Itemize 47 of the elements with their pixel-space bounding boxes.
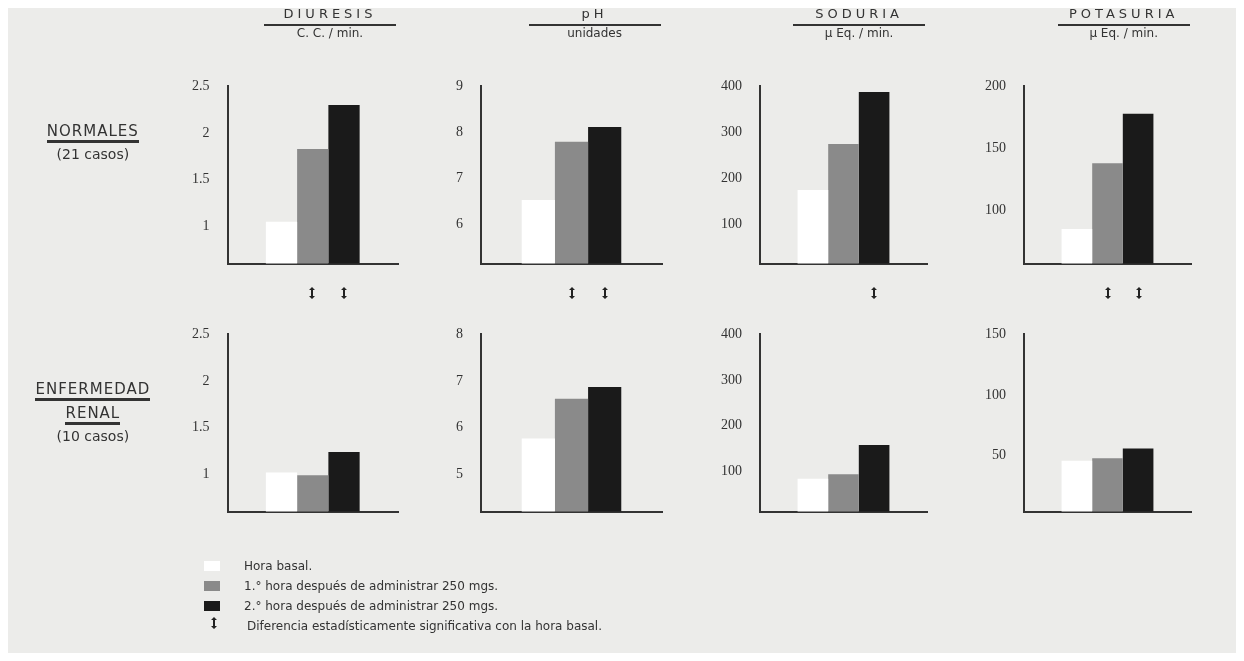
- y-tick-label: 6: [456, 216, 464, 232]
- y-tick-label: 9: [456, 78, 464, 94]
- chart-subtitle: µ Eq. / min.: [1088, 26, 1159, 40]
- chart-subtitle: C. C. / min.: [295, 26, 365, 40]
- y-tick-label: 400: [720, 326, 742, 342]
- y-tick-label: 2: [202, 124, 210, 140]
- y-tick-label: 7: [456, 170, 464, 186]
- text: (10 casos): [55, 428, 131, 444]
- y-tick-label: 100: [720, 216, 742, 232]
- chart-subtitle: unidades: [566, 26, 623, 40]
- y-tick-label: 50: [992, 447, 1007, 463]
- chart-title: DIURESIS: [282, 7, 378, 23]
- chart-title: pH: [580, 7, 609, 23]
- y-tick-label: 300: [720, 371, 742, 387]
- y-tick-label: 5: [456, 465, 464, 481]
- y-tick-label: 8: [456, 326, 464, 342]
- y-tick-label: 150: [985, 326, 1007, 342]
- y-tick-label: 400: [720, 78, 742, 94]
- y-tick-label: 100: [985, 386, 1007, 402]
- chart-title: SODURIA: [814, 7, 904, 23]
- y-tick-label: 1.5: [191, 171, 210, 187]
- y-tick-label: 7: [456, 372, 464, 388]
- y-tick-label: 200: [720, 417, 742, 433]
- text: (21 casos): [55, 146, 131, 162]
- chart-subtitle: µ Eq. / min.: [823, 26, 895, 40]
- y-tick-label: 1: [202, 465, 210, 481]
- y-tick-label: 300: [720, 124, 742, 140]
- y-tick-label: 200: [720, 170, 742, 186]
- text: NORMALES: [46, 122, 139, 143]
- y-tick-label: 100: [985, 201, 1007, 217]
- legend-label: 1.° hora después de administrar 250 mgs.: [244, 578, 499, 595]
- y-tick-label: 150: [985, 140, 1007, 156]
- chart-title: POTASURIA: [1067, 7, 1180, 23]
- legend-label: 2.° hora después de administrar 250 mgs.: [244, 598, 499, 615]
- y-tick-label: 2.5: [191, 78, 210, 94]
- y-tick-label: 1.5: [191, 419, 210, 435]
- y-tick-label: 2.5: [191, 326, 210, 342]
- text: Diferencia estadísticamente significativa con la hora basal.: [247, 618, 603, 635]
- text: ENFERMEDAD: [35, 380, 151, 401]
- y-tick-label: 8: [456, 124, 464, 140]
- y-tick-label: 6: [456, 419, 464, 435]
- y-tick-label: 2: [202, 372, 210, 388]
- legend-label: Hora basal.: [244, 558, 313, 575]
- y-tick-label: 200: [985, 78, 1007, 94]
- y-tick-label: 100: [720, 463, 742, 479]
- y-tick-label: 1: [202, 217, 210, 233]
- text: RENAL: [65, 404, 121, 425]
